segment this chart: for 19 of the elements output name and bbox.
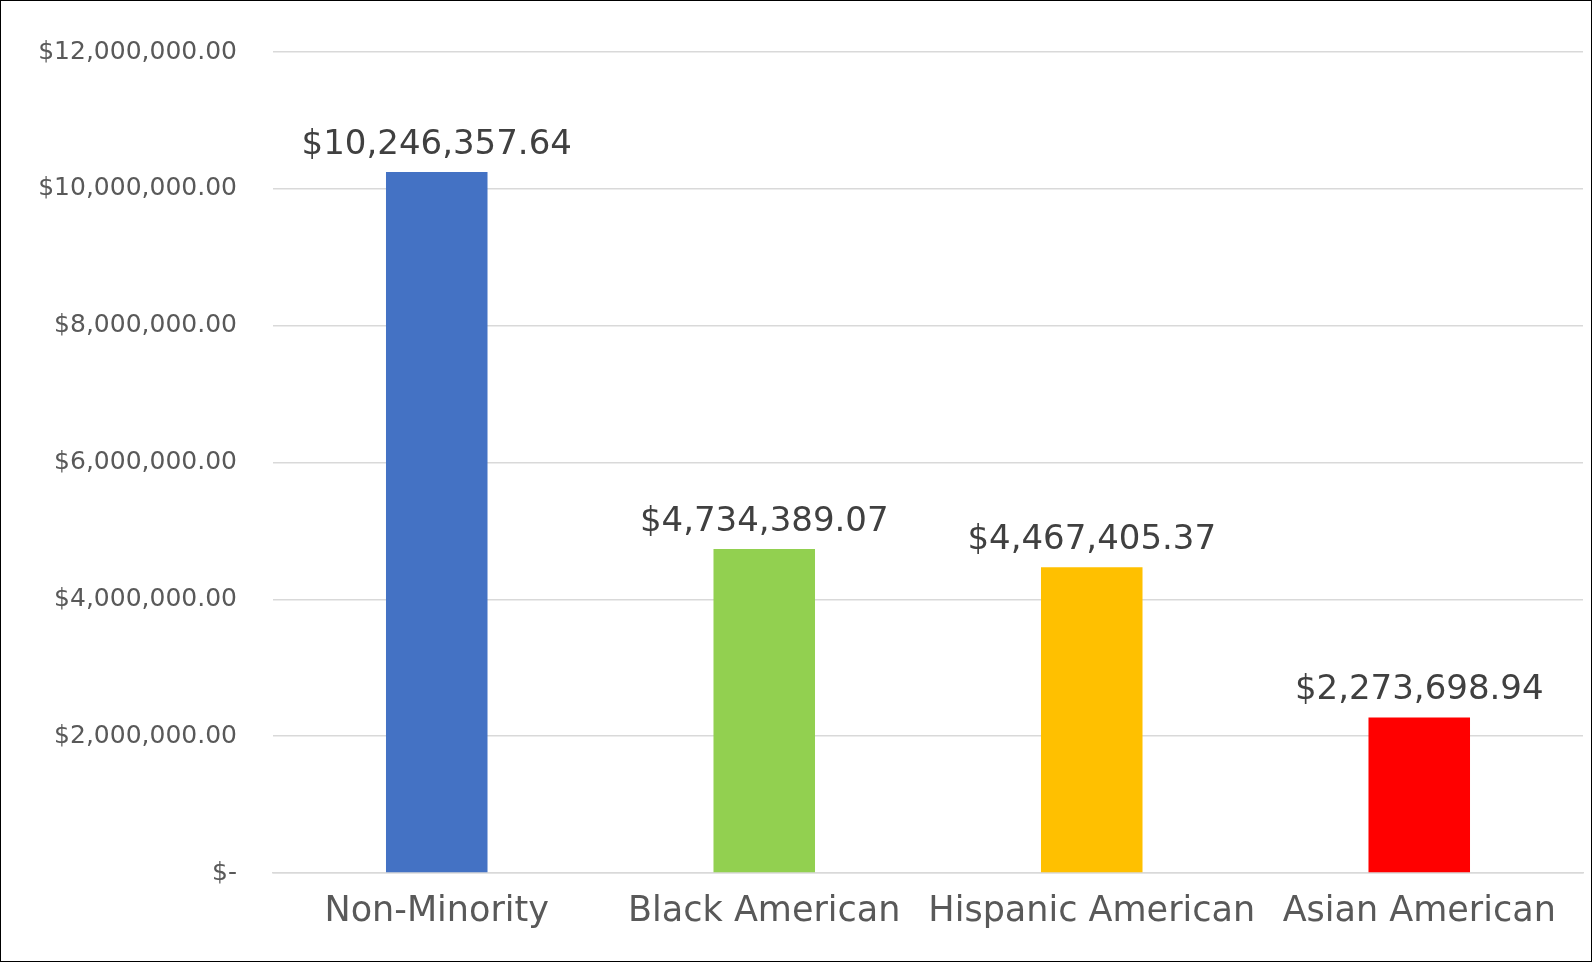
data-label: $4,467,405.37 bbox=[967, 517, 1217, 558]
y-tick-label: $6,000,000.00 bbox=[54, 446, 237, 475]
bar bbox=[1040, 567, 1143, 873]
y-tick-label: $10,000,000.00 bbox=[38, 172, 237, 202]
y-tick-label: $8,000,000.00 bbox=[54, 309, 237, 339]
y-tick-label: $- bbox=[212, 856, 237, 886]
bar bbox=[1368, 717, 1471, 873]
data-label: $2,273,698.94 bbox=[1294, 667, 1544, 708]
x-tick-label: Black American bbox=[628, 889, 901, 930]
bar bbox=[385, 171, 488, 873]
data-label: $10,246,357.64 bbox=[301, 121, 572, 162]
y-tick-label: $2,000,000.00 bbox=[54, 719, 237, 749]
x-tick-label: Hispanic American bbox=[928, 889, 1256, 930]
y-tick-label: $12,000,000.00 bbox=[38, 35, 237, 65]
bar bbox=[713, 549, 816, 873]
x-tick-label: Asian American bbox=[1282, 889, 1556, 930]
y-tick-label: $4,000,000.00 bbox=[54, 582, 237, 612]
data-label: $4,734,389.07 bbox=[639, 498, 889, 539]
x-tick-label: Non-Minority bbox=[324, 889, 549, 930]
